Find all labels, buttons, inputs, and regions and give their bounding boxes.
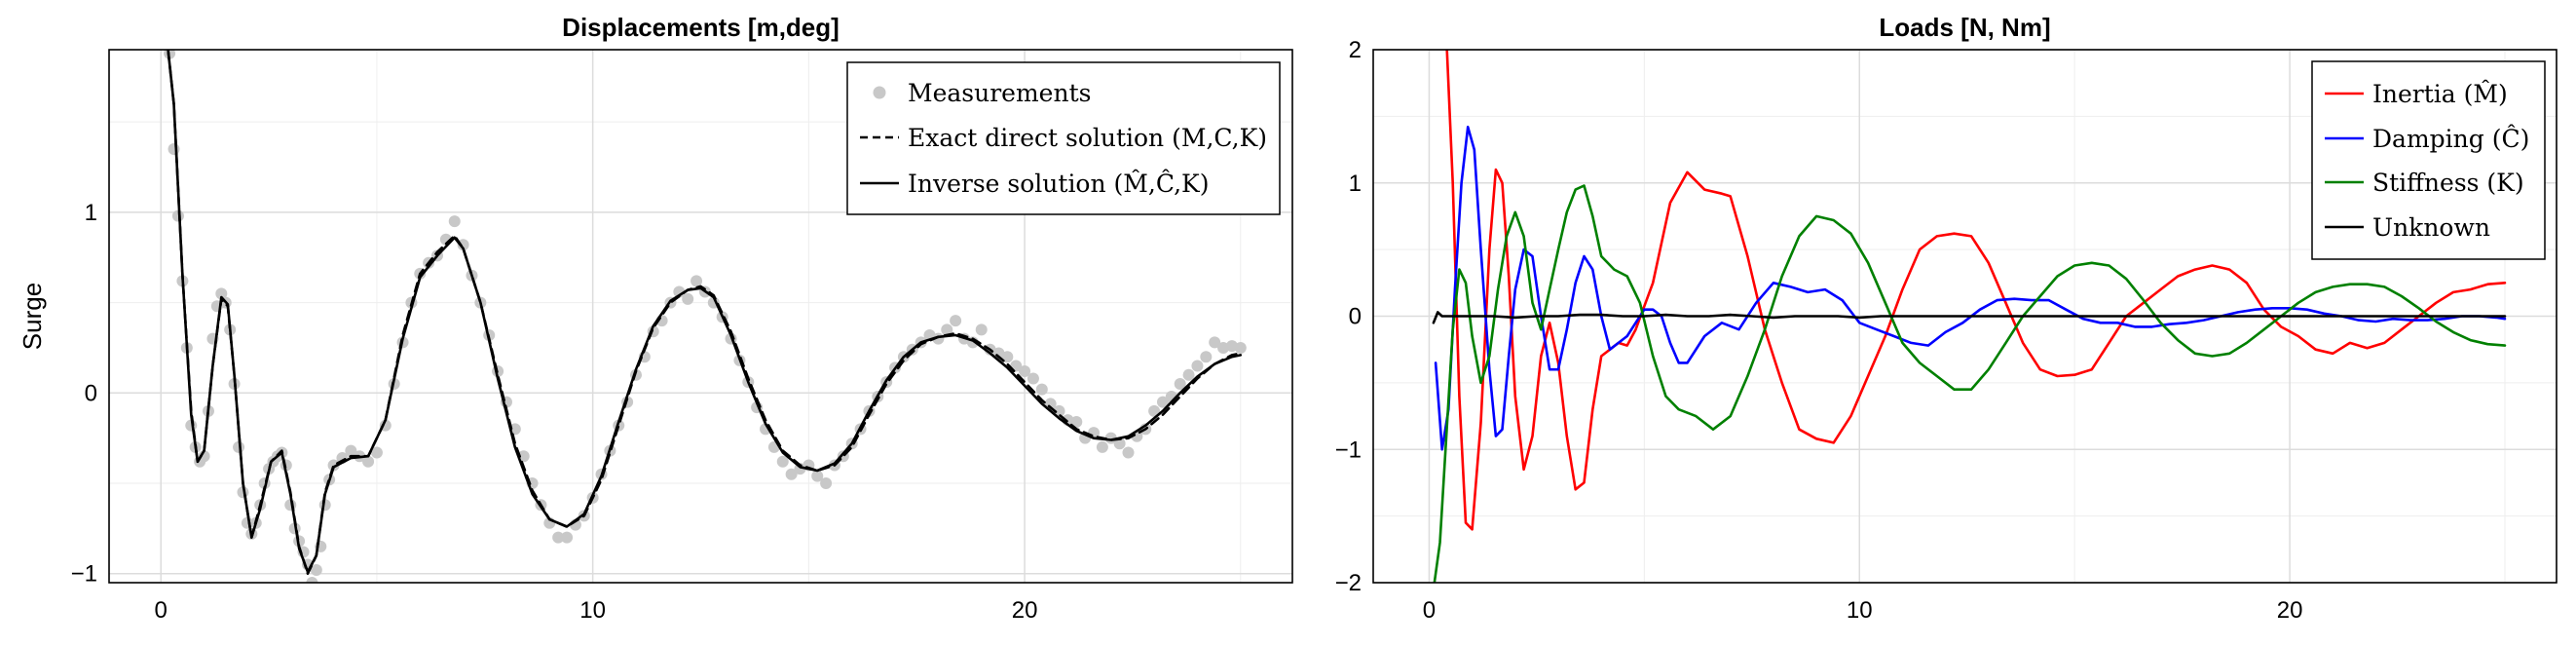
y-tick-label: 0 — [1349, 304, 1362, 330]
measurement-point — [448, 215, 461, 228]
measurement-point — [1174, 378, 1186, 391]
legend-label-inverse: Inverse solution (M̂,Ĉ,K) — [908, 170, 1209, 198]
displacements-legend-box — [846, 61, 1281, 215]
measurement-point — [1027, 372, 1039, 385]
measurement-point — [168, 142, 180, 155]
legend-label-inertia: Inertia (M̂) — [2372, 80, 2508, 108]
measurement-point — [1182, 368, 1195, 381]
measurement-point — [682, 292, 694, 305]
measurement-point — [691, 275, 703, 287]
measurement-point — [1234, 341, 1247, 354]
measurement-point — [306, 577, 318, 583]
x-tick-label: 20 — [1012, 597, 1038, 624]
loads-panel: Loads [N, Nm] 0 10 20 −2 −1 0 1 2 Inertia (M̂) … — [1335, 13, 2557, 624]
x-tick-label: 20 — [2277, 597, 2303, 624]
legend-label-unknown: Unknown — [2372, 213, 2490, 242]
displacements-plot-area — [160, 29, 1247, 583]
measurement-point — [1035, 383, 1048, 396]
y-tick-label: −1 — [1335, 437, 1362, 463]
legend-label-stiffness: Stiffness (K) — [2372, 169, 2524, 197]
measurement-point — [215, 287, 228, 300]
y-tick-label: −1 — [71, 561, 97, 588]
measurement-point — [1209, 336, 1221, 349]
measurement-point — [1156, 396, 1169, 408]
displacements-title: Displacements [m,deg] — [562, 13, 840, 42]
measurement-point — [820, 477, 833, 490]
x-tick-label: 0 — [155, 597, 168, 624]
loads-ticks: 0 10 20 −2 −1 0 1 2 — [1335, 37, 2303, 624]
legend-label-measurements: Measurements — [908, 79, 1091, 107]
measurement-point — [345, 444, 357, 457]
measurement-point — [950, 315, 962, 327]
y-tick-label: 1 — [1349, 171, 1362, 197]
loads-plot-area — [1432, 50, 2507, 583]
displacements-panel: Displacements [m,deg] Surge 0 10 20 −1 0 1 Me… — [18, 13, 1293, 624]
measurement-point — [370, 446, 383, 459]
x-tick-label: 10 — [1847, 597, 1873, 624]
measurement-point — [1044, 398, 1057, 410]
legend-marker-measurements — [873, 86, 886, 99]
measurement-point — [1191, 360, 1204, 372]
surge-axis-label: Surge — [18, 283, 47, 350]
measurement-point — [1001, 351, 1014, 363]
displacements-ticks: 0 10 20 −1 0 1 — [71, 200, 1038, 624]
measurement-point — [457, 239, 469, 251]
measurement-point — [1053, 404, 1065, 417]
measurement-point — [941, 323, 953, 336]
measurement-point — [776, 455, 789, 468]
measurement-point — [310, 564, 322, 577]
series-inverse-solution-m-k-line — [167, 50, 1243, 574]
series-unknown-line — [1432, 311, 2507, 324]
measurement-point — [1096, 440, 1108, 453]
y-tick-label: 2 — [1349, 37, 1362, 63]
legend-label-damping: Damping (Ĉ) — [2372, 125, 2529, 153]
measurement-point — [160, 29, 171, 41]
legend-label-exact-direct: Exact direct solution (M,C,K) — [908, 124, 1267, 152]
series-stiffness-k-line — [1433, 184, 2507, 583]
measurement-point — [561, 531, 574, 544]
measurement-point — [1070, 415, 1083, 428]
measurement-point — [171, 209, 184, 222]
y-tick-label: −2 — [1335, 570, 1362, 596]
measurement-point — [1200, 351, 1213, 363]
displacements-legend: Measurements Exact direct solution (M,C,… — [846, 61, 1281, 215]
x-tick-label: 0 — [1423, 597, 1436, 624]
measurement-point — [362, 455, 375, 468]
series-inertia-m-line — [1445, 50, 2507, 531]
measurement-point — [975, 323, 988, 336]
measurement-point — [1122, 446, 1135, 459]
x-tick-label: 10 — [579, 597, 606, 624]
measurement-point — [785, 468, 798, 480]
measurement-point — [552, 531, 565, 544]
loads-title: Loads [N, Nm] — [1879, 13, 2050, 42]
measurement-point — [811, 470, 824, 482]
loads-axes-frame — [1372, 49, 2557, 584]
measurement-point — [1148, 404, 1161, 417]
y-tick-label: 1 — [85, 200, 97, 226]
measurement-point — [1019, 365, 1031, 378]
loads-legend: Inertia (M̂) Damping (Ĉ) Stiffness (K) U… — [2311, 60, 2546, 260]
y-tick-label: 0 — [85, 380, 97, 406]
displacements-axes-frame — [108, 49, 1293, 584]
measurement-point — [1113, 437, 1126, 450]
measurement-point — [1104, 432, 1117, 444]
measurement-point — [327, 459, 340, 472]
